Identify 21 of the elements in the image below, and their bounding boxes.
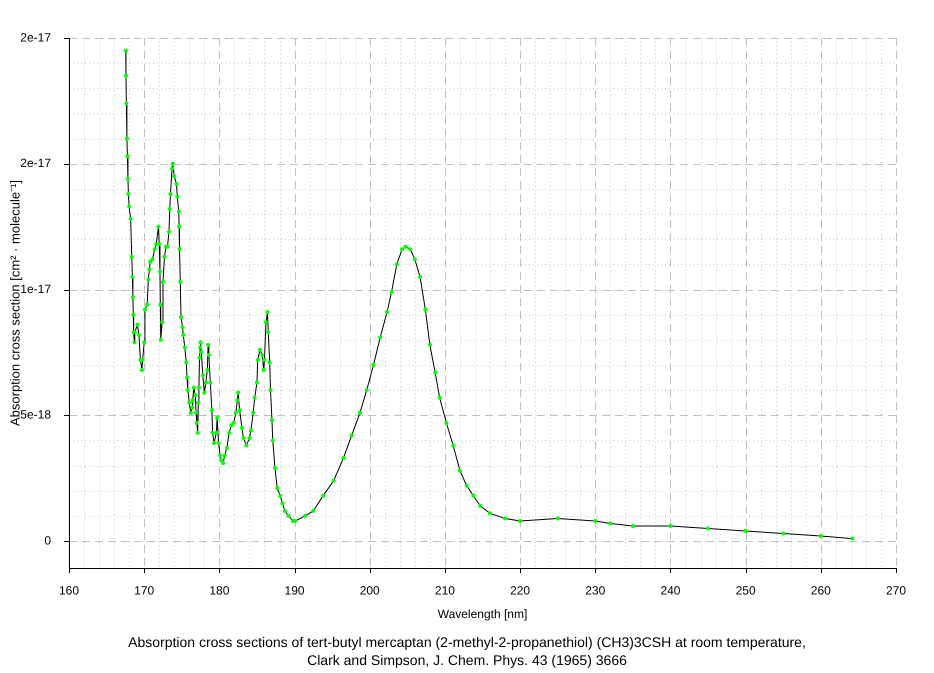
x-tick-label: 210 [434, 584, 456, 598]
x-tick-label: 180 [209, 584, 230, 598]
x-tick-label: 230 [585, 584, 606, 598]
y-axis-title: Absorption cross section [cm² · molecule⁻¹] [7, 180, 22, 426]
x-axis-title: Wavelength [nm] [438, 607, 528, 622]
x-tick-label: 270 [886, 584, 906, 598]
x-tick-label: 220 [510, 584, 530, 598]
text: Clark and Simpson, J. Chem. Phys. 43 (1965) 3666 [306, 651, 628, 669]
y-tick-label: 1e-17 [20, 282, 52, 296]
y-tick-label: 2e-17 [20, 156, 52, 170]
y-tick-label: 5e-18 [20, 408, 52, 422]
x-tick-label: 240 [660, 584, 681, 598]
x-tick-label: 160 [58, 584, 80, 598]
x-tick-label: 250 [736, 584, 756, 598]
y-tick-label: 2e-17 [20, 30, 52, 44]
x-tick-label: 200 [360, 584, 380, 598]
text: Absorption cross sections of tert-butyl mercaptan (2-methyl-2-propanethiol) (CH3)3CSH at room temperature, [127, 633, 807, 651]
x-tick-label: 260 [810, 584, 832, 598]
x-tick-label: 170 [134, 584, 155, 598]
y-tick-label: 0 [44, 533, 52, 548]
x-tick-label: 190 [284, 584, 305, 598]
